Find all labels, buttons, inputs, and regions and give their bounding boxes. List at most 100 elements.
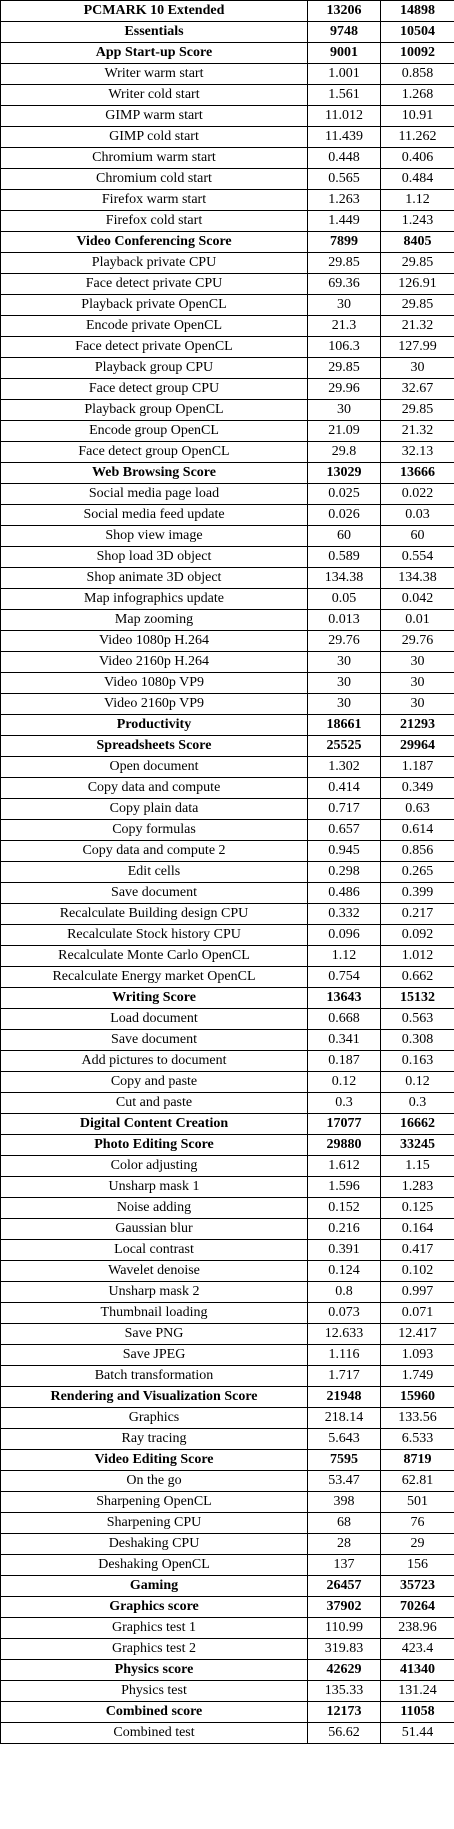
table-row: Video 2160p VP9 30 30 — [0, 693, 454, 715]
cell-value: 70264 — [380, 1596, 454, 1618]
cell-value: 17077 — [307, 1113, 381, 1135]
table-row: GIMP warm start 11.012 10.91 — [0, 105, 454, 127]
table-row: Map zooming 0.013 0.01 — [0, 609, 454, 631]
cell-value: 0.8 — [307, 1281, 381, 1303]
table-row: Graphics test 2 319.83 423.4 — [0, 1638, 454, 1660]
cell-value: 1.012 — [380, 945, 454, 967]
cell-value: 68 — [307, 1512, 381, 1534]
cell-value: 15132 — [380, 987, 454, 1009]
row-label: Graphics score — [0, 1596, 308, 1618]
cell-value: 21.32 — [380, 315, 454, 337]
cell-value: 10504 — [380, 21, 454, 43]
cell-value: 29.8 — [307, 441, 381, 463]
table-row: Rendering and Visualization Score 21948 15… — [0, 1386, 454, 1408]
cell-value: 0.448 — [307, 147, 381, 169]
cell-value: 398 — [307, 1491, 381, 1513]
cell-value: 0.013 — [307, 609, 381, 631]
row-label: Local contrast — [0, 1239, 308, 1261]
cell-value: 1.561 — [307, 84, 381, 106]
table-row: Writing Score 13643 15132 — [0, 987, 454, 1009]
cell-value: 5.643 — [307, 1428, 381, 1450]
cell-value: 13643 — [307, 987, 381, 1009]
cell-value: 0.12 — [307, 1071, 381, 1093]
cell-value: 0.022 — [380, 483, 454, 505]
cell-value: 0.298 — [307, 861, 381, 883]
row-label: Face detect group CPU — [0, 378, 308, 400]
table-row: Face detect group OpenCL 29.8 32.13 — [0, 441, 454, 463]
cell-value: 1.596 — [307, 1176, 381, 1198]
row-label: Playback group CPU — [0, 357, 308, 379]
row-label: Graphics test 2 — [0, 1638, 308, 1660]
table-row: Recalculate Stock history CPU 0.096 0.092 — [0, 924, 454, 946]
cell-value: 0.217 — [380, 903, 454, 925]
row-label: Ray tracing — [0, 1428, 308, 1450]
cell-value: 319.83 — [307, 1638, 381, 1660]
cell-value: 29.76 — [380, 630, 454, 652]
cell-value: 10.91 — [380, 105, 454, 127]
cell-value: 0.63 — [380, 798, 454, 820]
cell-value: 135.33 — [307, 1680, 381, 1702]
cell-value: 126.91 — [380, 273, 454, 295]
cell-value: 1.283 — [380, 1176, 454, 1198]
cell-value: 1.12 — [380, 189, 454, 211]
table-row: Physics test 135.33 131.24 — [0, 1680, 454, 1702]
table-row: Chromium cold start 0.565 0.484 — [0, 168, 454, 190]
cell-value: 1.12 — [307, 945, 381, 967]
row-label: Deshaking OpenCL — [0, 1554, 308, 1576]
cell-value: 0.717 — [307, 798, 381, 820]
cell-value: 30 — [380, 672, 454, 694]
table-row: Copy formulas 0.657 0.614 — [0, 819, 454, 841]
cell-value: 9748 — [307, 21, 381, 43]
cell-value: 1.449 — [307, 210, 381, 232]
table-row: App Start-up Score 9001 10092 — [0, 42, 454, 64]
table-row: Productivity 18661 21293 — [0, 714, 454, 736]
table-row: Combined test 56.62 51.44 — [0, 1722, 454, 1744]
cell-value: 42629 — [307, 1659, 381, 1681]
cell-value: 0.945 — [307, 840, 381, 862]
cell-value: 0.073 — [307, 1302, 381, 1324]
cell-value: 21948 — [307, 1386, 381, 1408]
table-row: Video Editing Score 7595 8719 — [0, 1449, 454, 1471]
cell-value: 53.47 — [307, 1470, 381, 1492]
row-label: Gaussian blur — [0, 1218, 308, 1240]
table-row: Graphics 218.14 133.56 — [0, 1407, 454, 1429]
row-label: Web Browsing Score — [0, 462, 308, 484]
table-row: Digital Content Creation 17077 16662 — [0, 1113, 454, 1135]
row-label: Video Conferencing Score — [0, 231, 308, 253]
cell-value: 30 — [380, 651, 454, 673]
cell-value: 14898 — [380, 0, 454, 22]
row-label: Load document — [0, 1008, 308, 1030]
table-row: Edit cells 0.298 0.265 — [0, 861, 454, 883]
row-label: Video 2160p VP9 — [0, 693, 308, 715]
cell-value: 29 — [380, 1533, 454, 1555]
cell-value: 218.14 — [307, 1407, 381, 1429]
row-label: Combined score — [0, 1701, 308, 1723]
cell-value: 0.096 — [307, 924, 381, 946]
table-row: Encode private OpenCL 21.3 21.32 — [0, 315, 454, 337]
table-row: Face detect private OpenCL 106.3 127.99 — [0, 336, 454, 358]
table-row: Copy data and compute 0.414 0.349 — [0, 777, 454, 799]
cell-value: 131.24 — [380, 1680, 454, 1702]
row-label: Cut and paste — [0, 1092, 308, 1114]
row-label: Map zooming — [0, 609, 308, 631]
cell-value: 0.657 — [307, 819, 381, 841]
cell-value: 8719 — [380, 1449, 454, 1471]
cell-value: 0.152 — [307, 1197, 381, 1219]
row-label: Edit cells — [0, 861, 308, 883]
table-row: Combined score 12173 11058 — [0, 1701, 454, 1723]
table-row: Firefox warm start 1.263 1.12 — [0, 189, 454, 211]
cell-value: 0.164 — [380, 1218, 454, 1240]
cell-value: 0.025 — [307, 483, 381, 505]
row-label: Physics test — [0, 1680, 308, 1702]
row-label: Shop load 3D object — [0, 546, 308, 568]
cell-value: 0.614 — [380, 819, 454, 841]
table-row: Social media feed update 0.026 0.03 — [0, 504, 454, 526]
table-row: Photo Editing Score 29880 33245 — [0, 1134, 454, 1156]
table-row: Save JPEG 1.116 1.093 — [0, 1344, 454, 1366]
cell-value: 21293 — [380, 714, 454, 736]
table-row: Graphics score 37902 70264 — [0, 1596, 454, 1618]
cell-value: 1.612 — [307, 1155, 381, 1177]
table-row: Save document 0.486 0.399 — [0, 882, 454, 904]
table-row: Recalculate Energy market OpenCL 0.754 0.6… — [0, 966, 454, 988]
cell-value: 106.3 — [307, 336, 381, 358]
